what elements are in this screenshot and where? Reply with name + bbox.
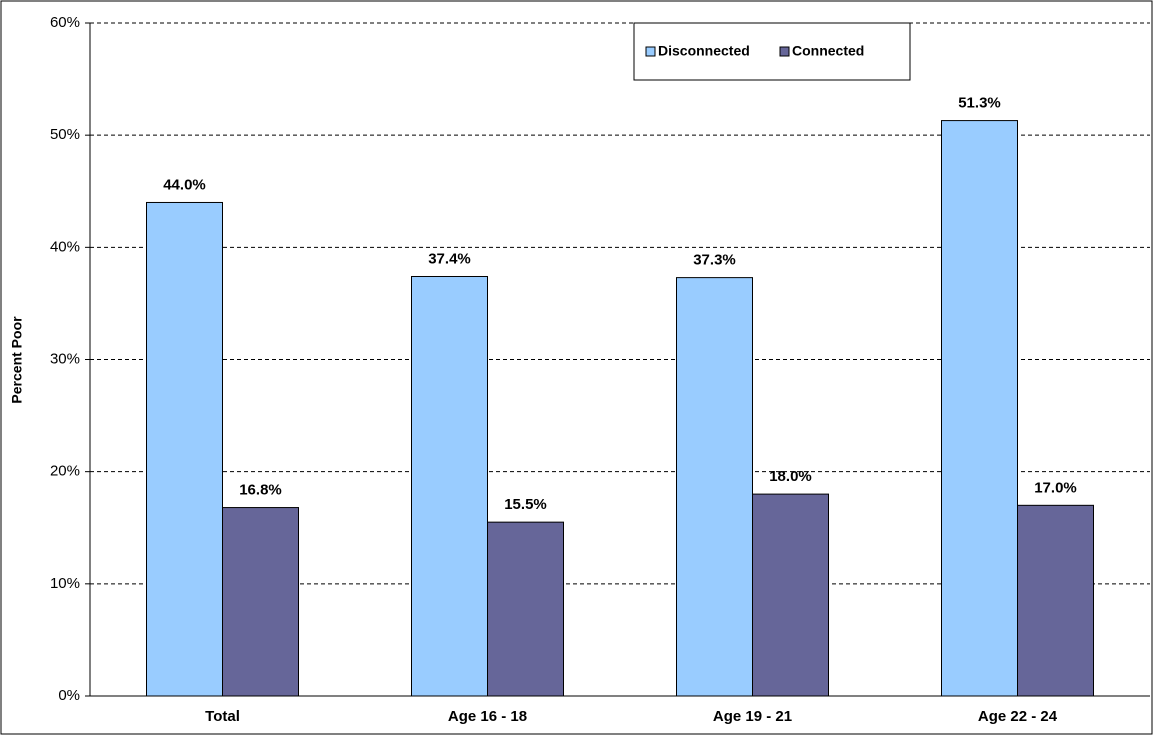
bar bbox=[1017, 504, 1094, 697]
x-tick-label: Total bbox=[205, 708, 240, 725]
bar bbox=[752, 493, 829, 697]
value-label: 16.8% bbox=[239, 482, 282, 499]
legend-swatch bbox=[779, 46, 790, 57]
value-label: 51.3% bbox=[958, 95, 1001, 112]
y-axis-label: Percent Poor bbox=[9, 316, 25, 404]
bar bbox=[487, 521, 564, 697]
bar bbox=[676, 277, 753, 697]
value-label: 15.5% bbox=[504, 496, 547, 513]
x-tick-label: Age 19 - 21 bbox=[713, 708, 792, 725]
value-label: 44.0% bbox=[163, 176, 206, 193]
y-tick-label: 20% bbox=[50, 463, 80, 480]
y-tick-label: 0% bbox=[58, 687, 80, 704]
bar bbox=[146, 201, 223, 697]
y-tick-label: 40% bbox=[50, 238, 80, 255]
value-label: 37.3% bbox=[693, 252, 736, 269]
x-tick-label: Age 22 - 24 bbox=[978, 708, 1058, 725]
value-label: 37.4% bbox=[428, 250, 471, 267]
y-tick-label: 10% bbox=[50, 575, 80, 592]
legend-label: Connected bbox=[792, 43, 864, 59]
bar bbox=[411, 275, 488, 697]
value-label: 18.0% bbox=[769, 468, 812, 485]
y-tick-label: 30% bbox=[50, 350, 80, 367]
legend-swatch bbox=[645, 46, 656, 57]
bar bbox=[222, 507, 299, 697]
legend-box bbox=[633, 22, 911, 81]
bar bbox=[941, 120, 1018, 697]
y-tick-label: 50% bbox=[50, 126, 80, 143]
x-tick-label: Age 16 - 18 bbox=[448, 708, 527, 725]
y-tick-label: 60% bbox=[50, 14, 80, 31]
legend-label: Disconnected bbox=[658, 43, 750, 59]
value-label: 17.0% bbox=[1034, 479, 1077, 496]
